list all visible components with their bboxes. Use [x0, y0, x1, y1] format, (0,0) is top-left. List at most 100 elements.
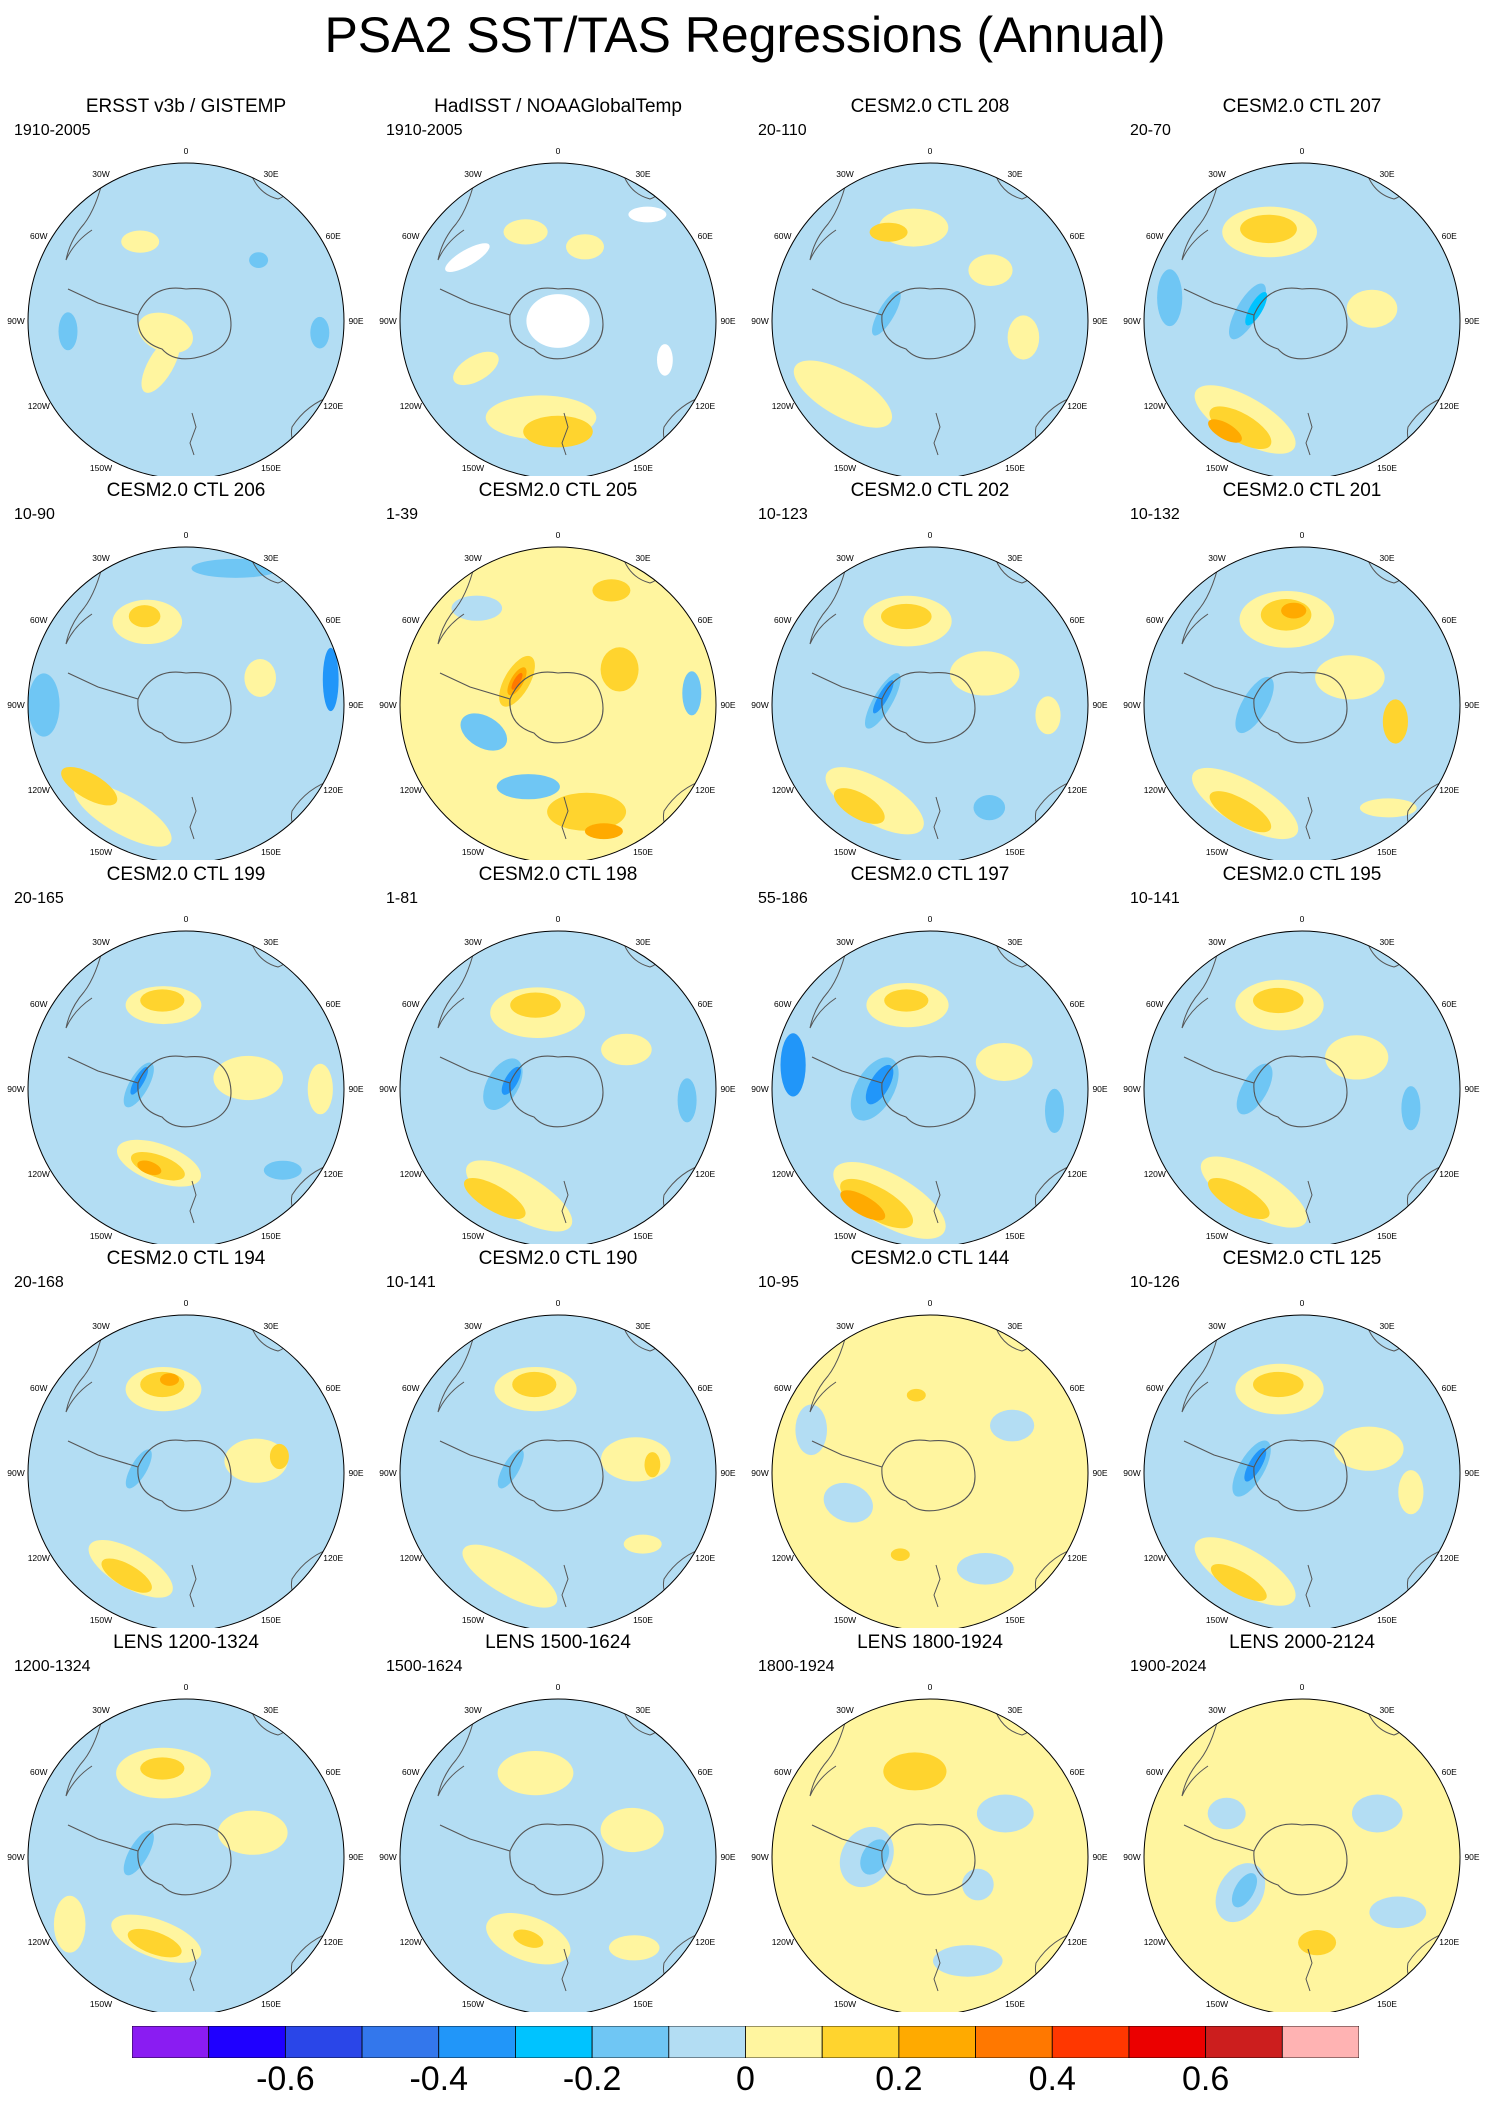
colorbar-box	[591, 2026, 670, 2058]
page-title: PSA2 SST/TAS Regressions (Annual)	[324, 7, 1166, 63]
panel-title: CESM2.0 CTL 207	[1222, 96, 1382, 117]
longitude-label: 90E	[1464, 1468, 1479, 1478]
longitude-label: 120W	[28, 401, 50, 411]
longitude-label: 120E	[695, 401, 715, 411]
longitude-label: 150W	[462, 1615, 484, 1625]
panel-title: CESM2.0 CTL 197	[850, 864, 1010, 885]
longitude-label: 150E	[1005, 1231, 1025, 1241]
new-zealand-coastline	[1305, 1180, 1313, 1224]
peninsula-coastline	[439, 288, 511, 316]
longitude-label: 150W	[462, 463, 484, 473]
longitude-label: 150E	[1377, 463, 1397, 473]
colorbar-tick-label: -0.4	[409, 2060, 469, 2098]
longitude-label: 120W	[28, 1169, 50, 1179]
antarctica-coastline	[509, 1439, 604, 1512]
longitude-label: 90W	[751, 700, 768, 710]
longitude-label: 60W	[30, 1383, 47, 1393]
panel-title: CESM2.0 CTL 194	[106, 1248, 266, 1269]
longitude-label: 0	[556, 914, 561, 924]
peninsula-coastline	[67, 672, 139, 700]
longitude-label: 60E	[698, 231, 713, 241]
longitude-label: 120E	[323, 401, 343, 411]
field-contours	[1144, 931, 1460, 1244]
longitude-label: 150E	[1377, 1231, 1397, 1241]
new-zealand-coastline	[933, 1948, 941, 1992]
longitude-label: 120E	[1439, 1169, 1459, 1179]
longitude-label: 150E	[633, 463, 653, 473]
longitude-label: 150W	[1206, 1999, 1228, 2009]
south-america-coastline	[65, 549, 107, 645]
panel-period: 10-123	[758, 506, 808, 523]
peninsula-coastline	[1183, 672, 1255, 700]
polar-map: 030E60E90E120E150E180150W120W90W60W30W	[379, 146, 736, 476]
longitude-label: 30E	[263, 553, 278, 563]
longitude-label: 90E	[1464, 1852, 1479, 1862]
longitude-label: 30W	[92, 937, 109, 947]
field-contours	[28, 163, 344, 476]
longitude-label: 150E	[633, 1999, 653, 2009]
longitude-label: 0	[928, 914, 933, 924]
longitude-label: 90W	[1123, 316, 1140, 326]
map-border	[1143, 162, 1461, 476]
colorbar-tick-label: 0.2	[875, 2060, 923, 2098]
longitude-label: 90E	[1464, 1084, 1479, 1094]
panel-title: CESM2.0 CTL 208	[850, 96, 1010, 117]
longitude-label: 90W	[7, 316, 24, 326]
map-border	[399, 546, 717, 860]
longitude-label: 60E	[1442, 999, 1457, 1009]
panel-period: 1-39	[386, 506, 419, 523]
colorbar-tick-label: -0.2	[562, 2060, 622, 2098]
antarctica-coastline	[509, 1823, 604, 1896]
map-panel: 030E60E90E120E150E180150W120W90W60W30WLE…	[1116, 1632, 1488, 2012]
longitude-label: 0	[184, 146, 189, 156]
longitude-label: 30W	[464, 169, 481, 179]
longitude-label: 150W	[90, 463, 112, 473]
longitude-label: 0	[184, 1298, 189, 1308]
peninsula-coastline	[811, 288, 883, 316]
longitude-label: 0	[556, 1298, 561, 1308]
field-contours	[28, 547, 344, 860]
map-border	[771, 930, 1089, 1244]
map-panel: 030E60E90E120E150E180150W120W90W60W30WCE…	[0, 864, 372, 1244]
longitude-label: 60E	[1442, 1767, 1457, 1777]
longitude-label: 30E	[1379, 553, 1394, 563]
longitude-label: 60W	[402, 231, 419, 241]
peninsula-coastline	[67, 1440, 139, 1468]
panel-title: LENS 1800-1924	[857, 1632, 1003, 1653]
longitude-label: 120E	[1067, 1169, 1087, 1179]
field-contours	[400, 931, 716, 1244]
field-contours	[400, 547, 716, 860]
field-contours	[28, 1699, 344, 2012]
field-contours	[28, 931, 344, 1244]
longitude-label: 120W	[400, 1553, 422, 1563]
panel-title: LENS 2000-2124	[1229, 1632, 1375, 1653]
map-border	[1143, 930, 1461, 1244]
longitude-label: 0	[556, 146, 561, 156]
antarctica-coastline	[1253, 1823, 1348, 1896]
longitude-label: 30W	[836, 937, 853, 947]
south-america-coastline	[437, 1317, 479, 1413]
panel-title: CESM2.0 CTL 125	[1222, 1248, 1382, 1269]
longitude-label: 120E	[1067, 401, 1087, 411]
antarctica-coastline	[509, 287, 604, 360]
longitude-label: 60W	[774, 999, 791, 1009]
longitude-label: 60E	[1442, 231, 1457, 241]
south-america-coastline	[1181, 165, 1223, 261]
new-zealand-coastline	[189, 1180, 197, 1224]
antarctica-coastline	[137, 1055, 232, 1128]
longitude-label: 90W	[379, 1084, 396, 1094]
longitude-label: 90E	[720, 316, 735, 326]
longitude-label: 30E	[1007, 553, 1022, 563]
map-panel: 030E60E90E120E150E180150W120W90W60W30WCE…	[744, 864, 1116, 1244]
longitude-label: 30W	[464, 1321, 481, 1331]
longitude-label: 30W	[1208, 169, 1225, 179]
panel-title: CESM2.0 CTL 202	[850, 480, 1010, 501]
longitude-label: 150W	[1206, 463, 1228, 473]
antarctica-coastline	[137, 287, 232, 360]
polar-map: 030E60E90E120E150E180150W120W90W60W30W	[379, 1682, 736, 2012]
longitude-label: 120E	[1439, 401, 1459, 411]
polar-map: 030E60E90E120E150E180150W120W90W60W30W	[751, 530, 1108, 860]
peninsula-coastline	[439, 1056, 511, 1084]
longitude-label: 120E	[323, 1937, 343, 1947]
new-zealand-coastline	[189, 1564, 197, 1608]
